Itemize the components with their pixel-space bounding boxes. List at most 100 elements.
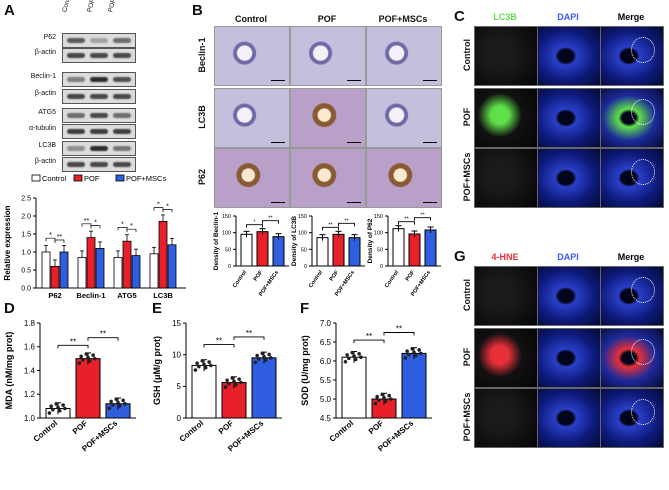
data-point (86, 355, 90, 360)
if-micrograph (537, 26, 601, 86)
legend-swatch (31, 174, 41, 182)
y-axis-label: Density of Beclin-1 (213, 211, 220, 270)
data-point (51, 407, 55, 412)
data-point (405, 349, 409, 353)
ihc-micrograph (214, 26, 290, 86)
y-tick-label: 1.2 (24, 390, 36, 399)
data-point (357, 351, 361, 356)
bar (251, 357, 277, 419)
significance-bracket (246, 224, 263, 228)
y-axis-label: MDA (nM/mg prot) (4, 332, 14, 410)
blot-strip (62, 141, 136, 156)
y-axis-label: GSH (μM/g prot) (152, 336, 162, 405)
significance-label: ** (366, 332, 372, 341)
if-micrograph (537, 388, 601, 448)
if-micrograph (474, 88, 538, 148)
significance-label: ** (404, 217, 409, 223)
if-micrograph (600, 26, 664, 86)
legend-swatch (73, 174, 83, 182)
row-header: POF+MSCs (462, 392, 472, 442)
panel-label-f: F (300, 300, 310, 317)
blot-strip (62, 33, 136, 48)
bar (50, 266, 60, 289)
significance-bracket (233, 336, 265, 340)
if-micrograph (474, 266, 538, 326)
data-point (227, 381, 231, 386)
y-tick-label: 5.5 (320, 376, 332, 385)
panel-label-b: B (192, 2, 203, 19)
scale-bar (271, 141, 285, 143)
significance-bracket (126, 228, 137, 233)
blot-label: Beclin-1 (30, 73, 56, 80)
significance-label: * (121, 221, 124, 228)
x-tick-label: ATG5 (117, 291, 136, 300)
significance-bracket (414, 217, 431, 221)
data-point (81, 357, 85, 362)
x-tick-label: POF (329, 269, 341, 282)
data-point (193, 368, 198, 372)
x-tick-label: LC3B (153, 291, 173, 300)
bar (256, 231, 269, 267)
data-point (123, 401, 127, 406)
data-point (202, 362, 206, 367)
data-point (407, 352, 411, 357)
y-tick-label: 7.0 (320, 319, 332, 328)
y-tick-label: 4.5 (320, 414, 332, 423)
data-point (225, 378, 229, 383)
data-point (91, 353, 95, 358)
significance-bracket (338, 222, 355, 227)
significance-bracket (353, 339, 385, 344)
significance-label: * (253, 220, 256, 226)
y-tick-label: 0.5 (21, 268, 31, 275)
if-micrograph (537, 328, 601, 388)
blot-band (113, 38, 131, 43)
y-tick-label: 150 (222, 214, 231, 220)
row-header: Control (462, 39, 472, 71)
data-point (203, 365, 208, 370)
panel-label-g: G (454, 248, 466, 265)
bar (332, 233, 345, 267)
bar (41, 251, 51, 289)
bar (272, 236, 285, 267)
data-point (93, 356, 97, 361)
blot-band (113, 113, 131, 118)
significance-label: ** (268, 216, 273, 222)
bar (167, 244, 177, 289)
x-tick-label: POF (405, 269, 417, 282)
y-tick-label: 15 (172, 319, 181, 328)
significance-bracket (203, 344, 235, 348)
panel-label-c: C (454, 8, 465, 25)
data-point (230, 376, 235, 380)
row-header: Beclin-1 (197, 37, 207, 73)
data-point (377, 398, 381, 402)
y-tick-label: 50 (377, 247, 383, 253)
data-point (197, 364, 201, 369)
data-point (410, 347, 415, 351)
blot-band (113, 129, 131, 134)
data-point (239, 380, 243, 385)
data-point (383, 399, 388, 404)
y-tick-label: 1.0 (24, 414, 36, 423)
data-point (47, 411, 52, 415)
x-tick-label: POF (253, 269, 265, 282)
data-point (262, 354, 266, 359)
blot-band (113, 53, 131, 58)
blot-strip (62, 89, 136, 104)
ihc-micrograph (290, 26, 366, 86)
column-header: LC3B (493, 12, 517, 22)
bar (408, 233, 421, 267)
bar (77, 257, 87, 289)
follicle-outline (631, 339, 655, 365)
bar (424, 229, 437, 267)
row-header: Control (462, 279, 472, 311)
x-tick-label: POF (367, 419, 385, 437)
significance-label: * (94, 220, 97, 227)
blot-band (90, 53, 108, 58)
blot-label: β-actin (34, 49, 56, 56)
data-point (419, 351, 423, 356)
data-point (253, 360, 258, 365)
significance-label: ** (70, 337, 76, 346)
data-point (107, 406, 112, 411)
